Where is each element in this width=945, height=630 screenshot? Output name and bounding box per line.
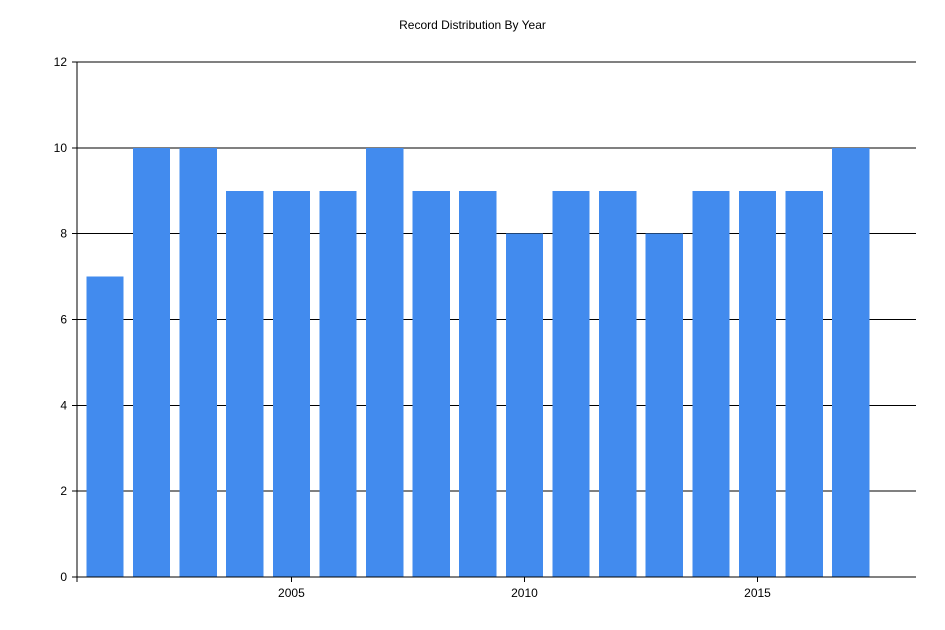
bar-2011 bbox=[552, 190, 590, 577]
bar-2015 bbox=[738, 190, 777, 577]
bar-2013 bbox=[645, 233, 683, 577]
x-tick-label-2015: 2015 bbox=[744, 586, 771, 600]
bar-2012 bbox=[599, 190, 637, 577]
bar-2005 bbox=[272, 190, 311, 577]
y-tick-label-12: 12 bbox=[54, 55, 68, 69]
bar-2010 bbox=[505, 233, 544, 577]
bar-2003 bbox=[179, 147, 217, 578]
x-tick-label-2005: 2005 bbox=[278, 586, 305, 600]
bar-2017 bbox=[832, 147, 870, 578]
bar-2006 bbox=[319, 190, 357, 577]
bar-2004 bbox=[226, 190, 264, 577]
y-tick-label-2: 2 bbox=[60, 484, 67, 498]
chart-title: Record Distribution By Year bbox=[399, 18, 546, 32]
y-tick-label-6: 6 bbox=[60, 313, 67, 327]
bar-2001 bbox=[86, 276, 124, 577]
y-tick-label-8: 8 bbox=[60, 227, 67, 241]
bar-2009 bbox=[459, 190, 497, 577]
bar-2008 bbox=[412, 190, 450, 577]
bar-2016 bbox=[785, 190, 823, 577]
y-tick-label-4: 4 bbox=[60, 398, 67, 412]
x-tick-label-2010: 2010 bbox=[511, 586, 538, 600]
bar-2002 bbox=[132, 147, 171, 578]
y-tick-label-0: 0 bbox=[60, 570, 67, 584]
y-tick-label-10: 10 bbox=[54, 141, 68, 155]
bar-2014 bbox=[692, 190, 730, 577]
bar-2007 bbox=[365, 147, 404, 578]
